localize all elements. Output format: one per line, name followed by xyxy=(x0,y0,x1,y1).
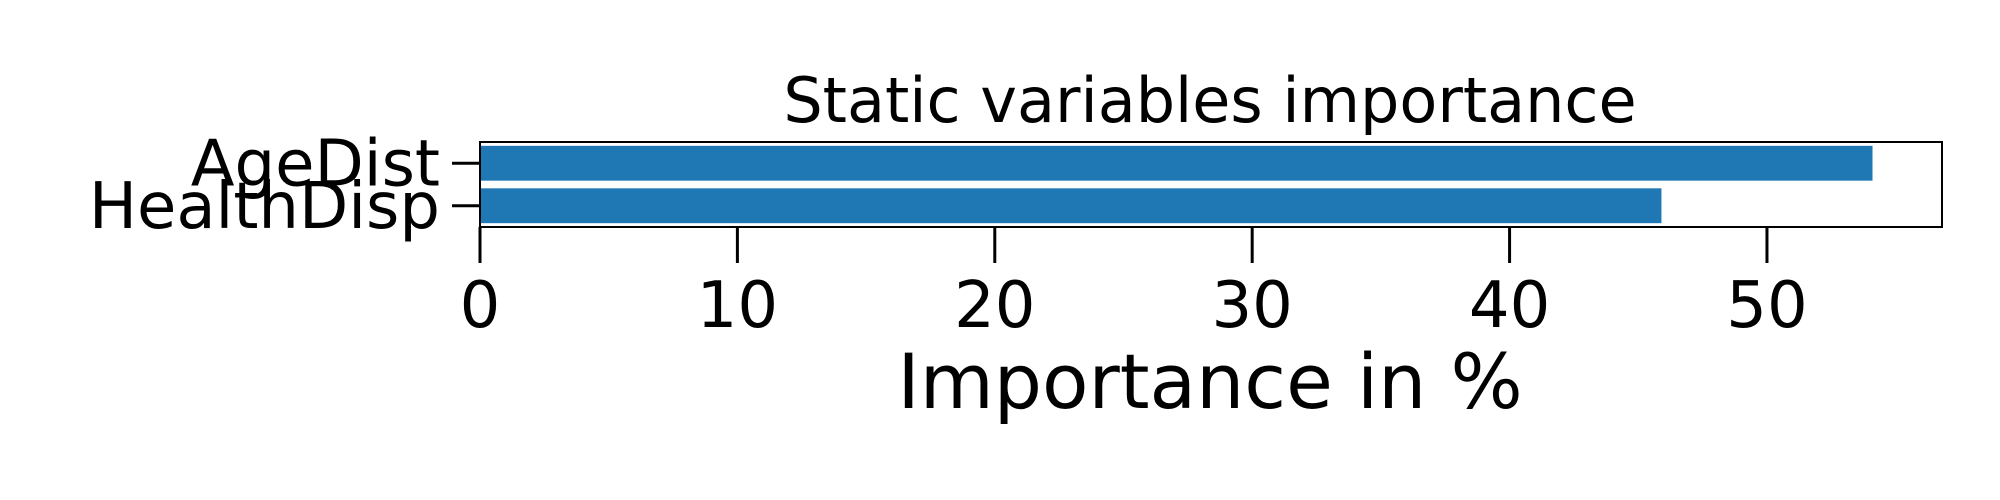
bar-healthdisp xyxy=(480,188,1662,224)
x-tick-label: 30 xyxy=(1211,269,1292,343)
x-tick-label: 20 xyxy=(954,269,1035,343)
x-axis-label: Importance in % xyxy=(897,337,1522,426)
bars-layer xyxy=(480,145,1873,224)
x-tick-label: 40 xyxy=(1469,269,1550,343)
x-axis: 0 10 20 30 40 50 xyxy=(460,227,1808,343)
y-tick-label: AgeDist xyxy=(191,127,440,201)
chart-title: Static variables importance xyxy=(783,64,1636,137)
x-tick-label: 10 xyxy=(697,269,778,343)
x-tick-label: 0 xyxy=(460,269,501,343)
plot-frame xyxy=(479,141,1943,228)
bar-agedist xyxy=(480,145,1873,181)
x-tick-label: 50 xyxy=(1726,269,1807,343)
y-tick-label: HealthDisp xyxy=(89,170,440,244)
